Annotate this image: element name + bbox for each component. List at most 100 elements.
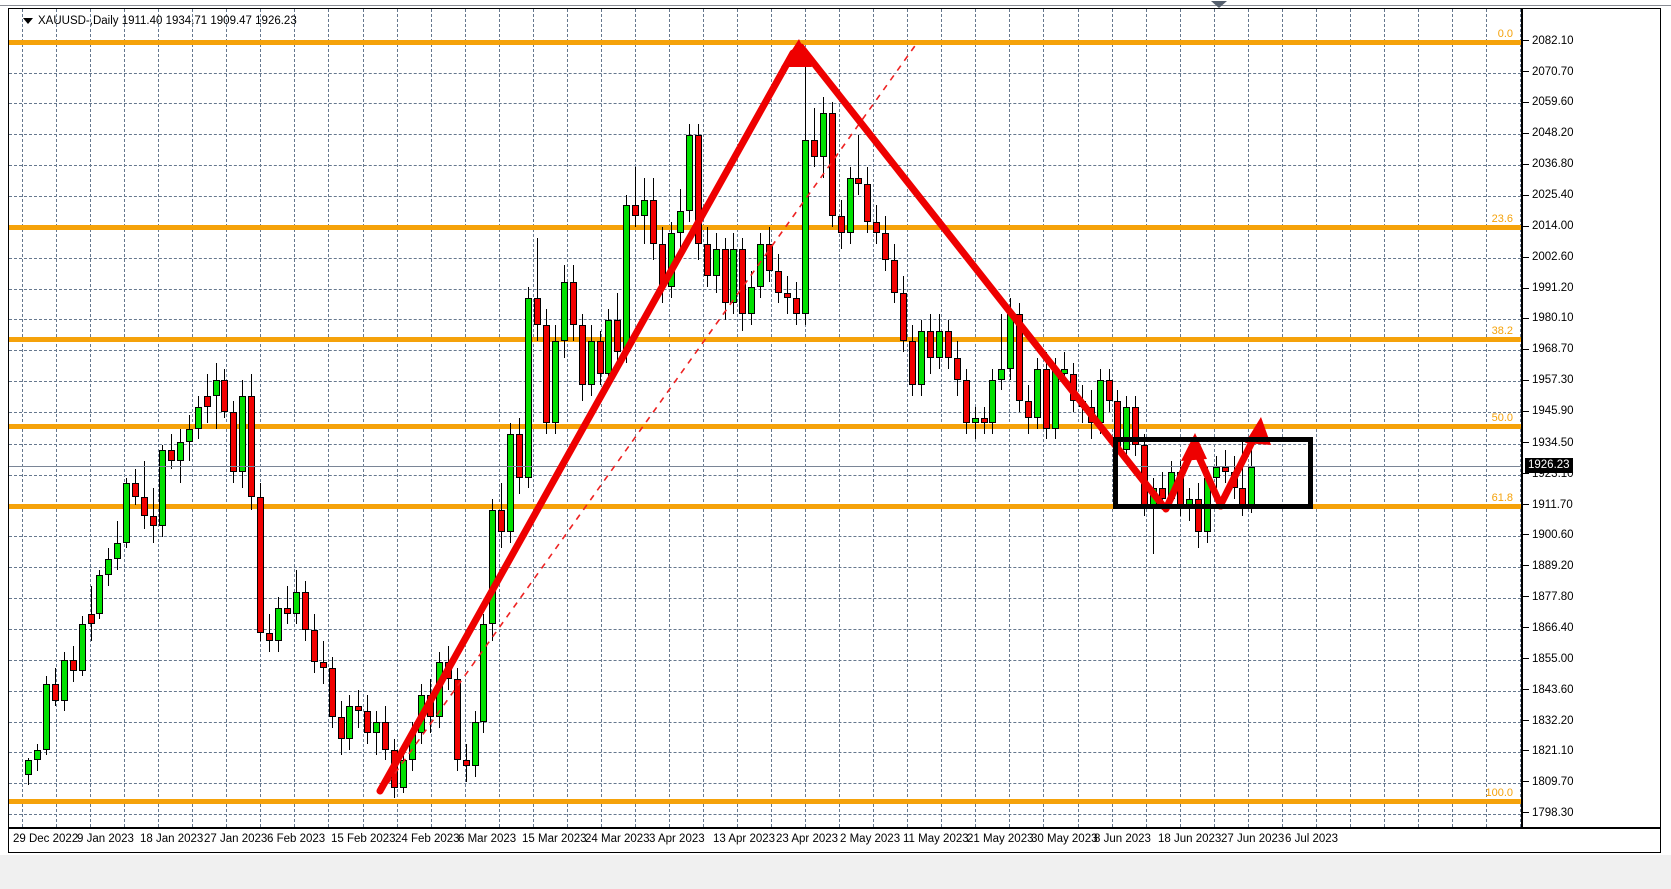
candle-body[interactable] [623,205,631,353]
candle-body[interactable] [283,608,291,614]
candle-body[interactable] [337,716,345,739]
candle-body[interactable] [730,249,738,304]
candle-body[interactable] [391,749,399,788]
candle-body[interactable] [855,178,863,184]
price-axis[interactable]: 2082.10 2070.70 2059.60 2048.20 2036.80 2025.… [1521,9,1660,827]
candle-body[interactable] [560,281,568,342]
candle-body[interactable] [1230,472,1238,489]
candle-body[interactable] [69,659,77,671]
fibonacci-level-line[interactable] [9,799,1521,805]
candle-body[interactable] [507,433,515,532]
candle-body[interactable] [310,629,318,663]
fibonacci-level-line[interactable] [9,40,1521,45]
candle-body[interactable] [909,341,917,385]
candle-body[interactable] [980,417,988,424]
candle-body[interactable] [596,341,604,375]
candle-body[interactable] [828,112,836,217]
candle-body[interactable] [1194,499,1202,532]
candle-body[interactable] [239,395,247,473]
fibonacci-level-line[interactable] [9,225,1521,231]
candle-body[interactable] [248,395,256,497]
candle-body[interactable] [275,608,283,641]
candle-body[interactable] [167,450,175,462]
chevron-down-icon[interactable] [1211,1,1227,8]
candle-body[interactable] [784,292,792,298]
candle-body[interactable] [551,341,559,424]
candle-body[interactable] [96,575,104,614]
candle-body[interactable] [694,134,702,244]
candle-body[interactable] [1034,368,1042,418]
candle-body[interactable] [319,662,327,668]
candle-body[interactable] [534,297,541,326]
candle-body[interactable] [301,591,309,630]
candle-body[interactable] [748,287,756,315]
candle-body[interactable] [1239,488,1247,505]
candle-body[interactable] [292,591,300,614]
candle-body[interactable] [132,482,140,497]
candle-body[interactable] [141,496,149,516]
candle-body[interactable] [42,684,50,750]
candle-body[interactable] [569,281,577,326]
candle-body[interactable] [462,760,470,766]
candle-body[interactable] [346,706,354,739]
candle-body[interactable] [578,325,586,386]
candle-body[interactable] [1069,374,1077,402]
candle-body[interactable] [364,711,372,734]
candle-body[interactable] [426,695,434,717]
candle-body[interactable] [1114,401,1122,451]
candle-body[interactable] [953,357,961,380]
candle-body[interactable] [882,232,890,260]
candle-body[interactable] [873,221,881,233]
candle-body[interactable] [185,428,193,443]
candle-body[interactable] [1016,314,1024,402]
candle-body[interactable] [453,678,461,761]
candle-body[interactable] [587,341,595,385]
candle-body[interactable] [1185,499,1193,505]
candle-body[interactable] [51,684,59,701]
candle-body[interactable] [900,292,908,342]
candle-body[interactable] [123,482,131,543]
candle-body[interactable] [819,112,827,157]
candle-body[interactable] [1096,379,1104,424]
candle-body[interactable] [650,200,658,244]
candle-body[interactable] [542,325,550,424]
candle-body[interactable] [203,395,211,407]
candle-body[interactable] [1159,488,1167,500]
chart-plot-area[interactable]: 0.0 23.6 38.2 50.0 61.8 100.0 [9,9,1521,827]
candle-body[interactable] [33,749,41,760]
candle-body[interactable] [105,559,113,576]
candle-body[interactable] [891,259,899,293]
candle-body[interactable] [659,243,667,288]
candle-body[interactable] [516,433,524,478]
candle-body[interactable] [382,722,390,750]
candle-body[interactable] [498,510,506,532]
candle-body[interactable] [757,243,765,288]
candle-body[interactable] [846,178,854,233]
candle-body[interactable] [792,297,800,315]
candle-body[interactable] [1087,406,1095,424]
candle-body[interactable] [1141,444,1149,505]
candle-body[interactable] [935,330,943,358]
candle-body[interactable] [1132,406,1140,445]
candle-body[interactable] [525,297,533,478]
candle-body[interactable] [1105,379,1113,402]
candle-body[interactable] [918,330,925,385]
candle-body[interactable] [1168,472,1176,500]
candle-body[interactable] [408,733,416,761]
candle-body[interactable] [114,542,122,560]
candle-body[interactable] [1203,477,1211,532]
candle-body[interactable] [962,379,970,424]
candle-body[interactable] [605,319,613,375]
candle-body[interactable] [998,368,1006,380]
candle-body[interactable] [676,210,684,233]
candle-body[interactable] [1221,466,1229,473]
candle-body[interactable] [641,200,649,217]
candle-body[interactable] [1025,401,1033,418]
candle-body[interactable] [158,450,166,527]
candle-body[interactable] [632,205,640,217]
candle-body[interactable] [1078,401,1086,407]
candle-body[interactable] [212,379,220,396]
candle-body[interactable] [667,232,675,288]
candle-body[interactable] [766,243,774,271]
candle-body[interactable] [400,760,408,788]
